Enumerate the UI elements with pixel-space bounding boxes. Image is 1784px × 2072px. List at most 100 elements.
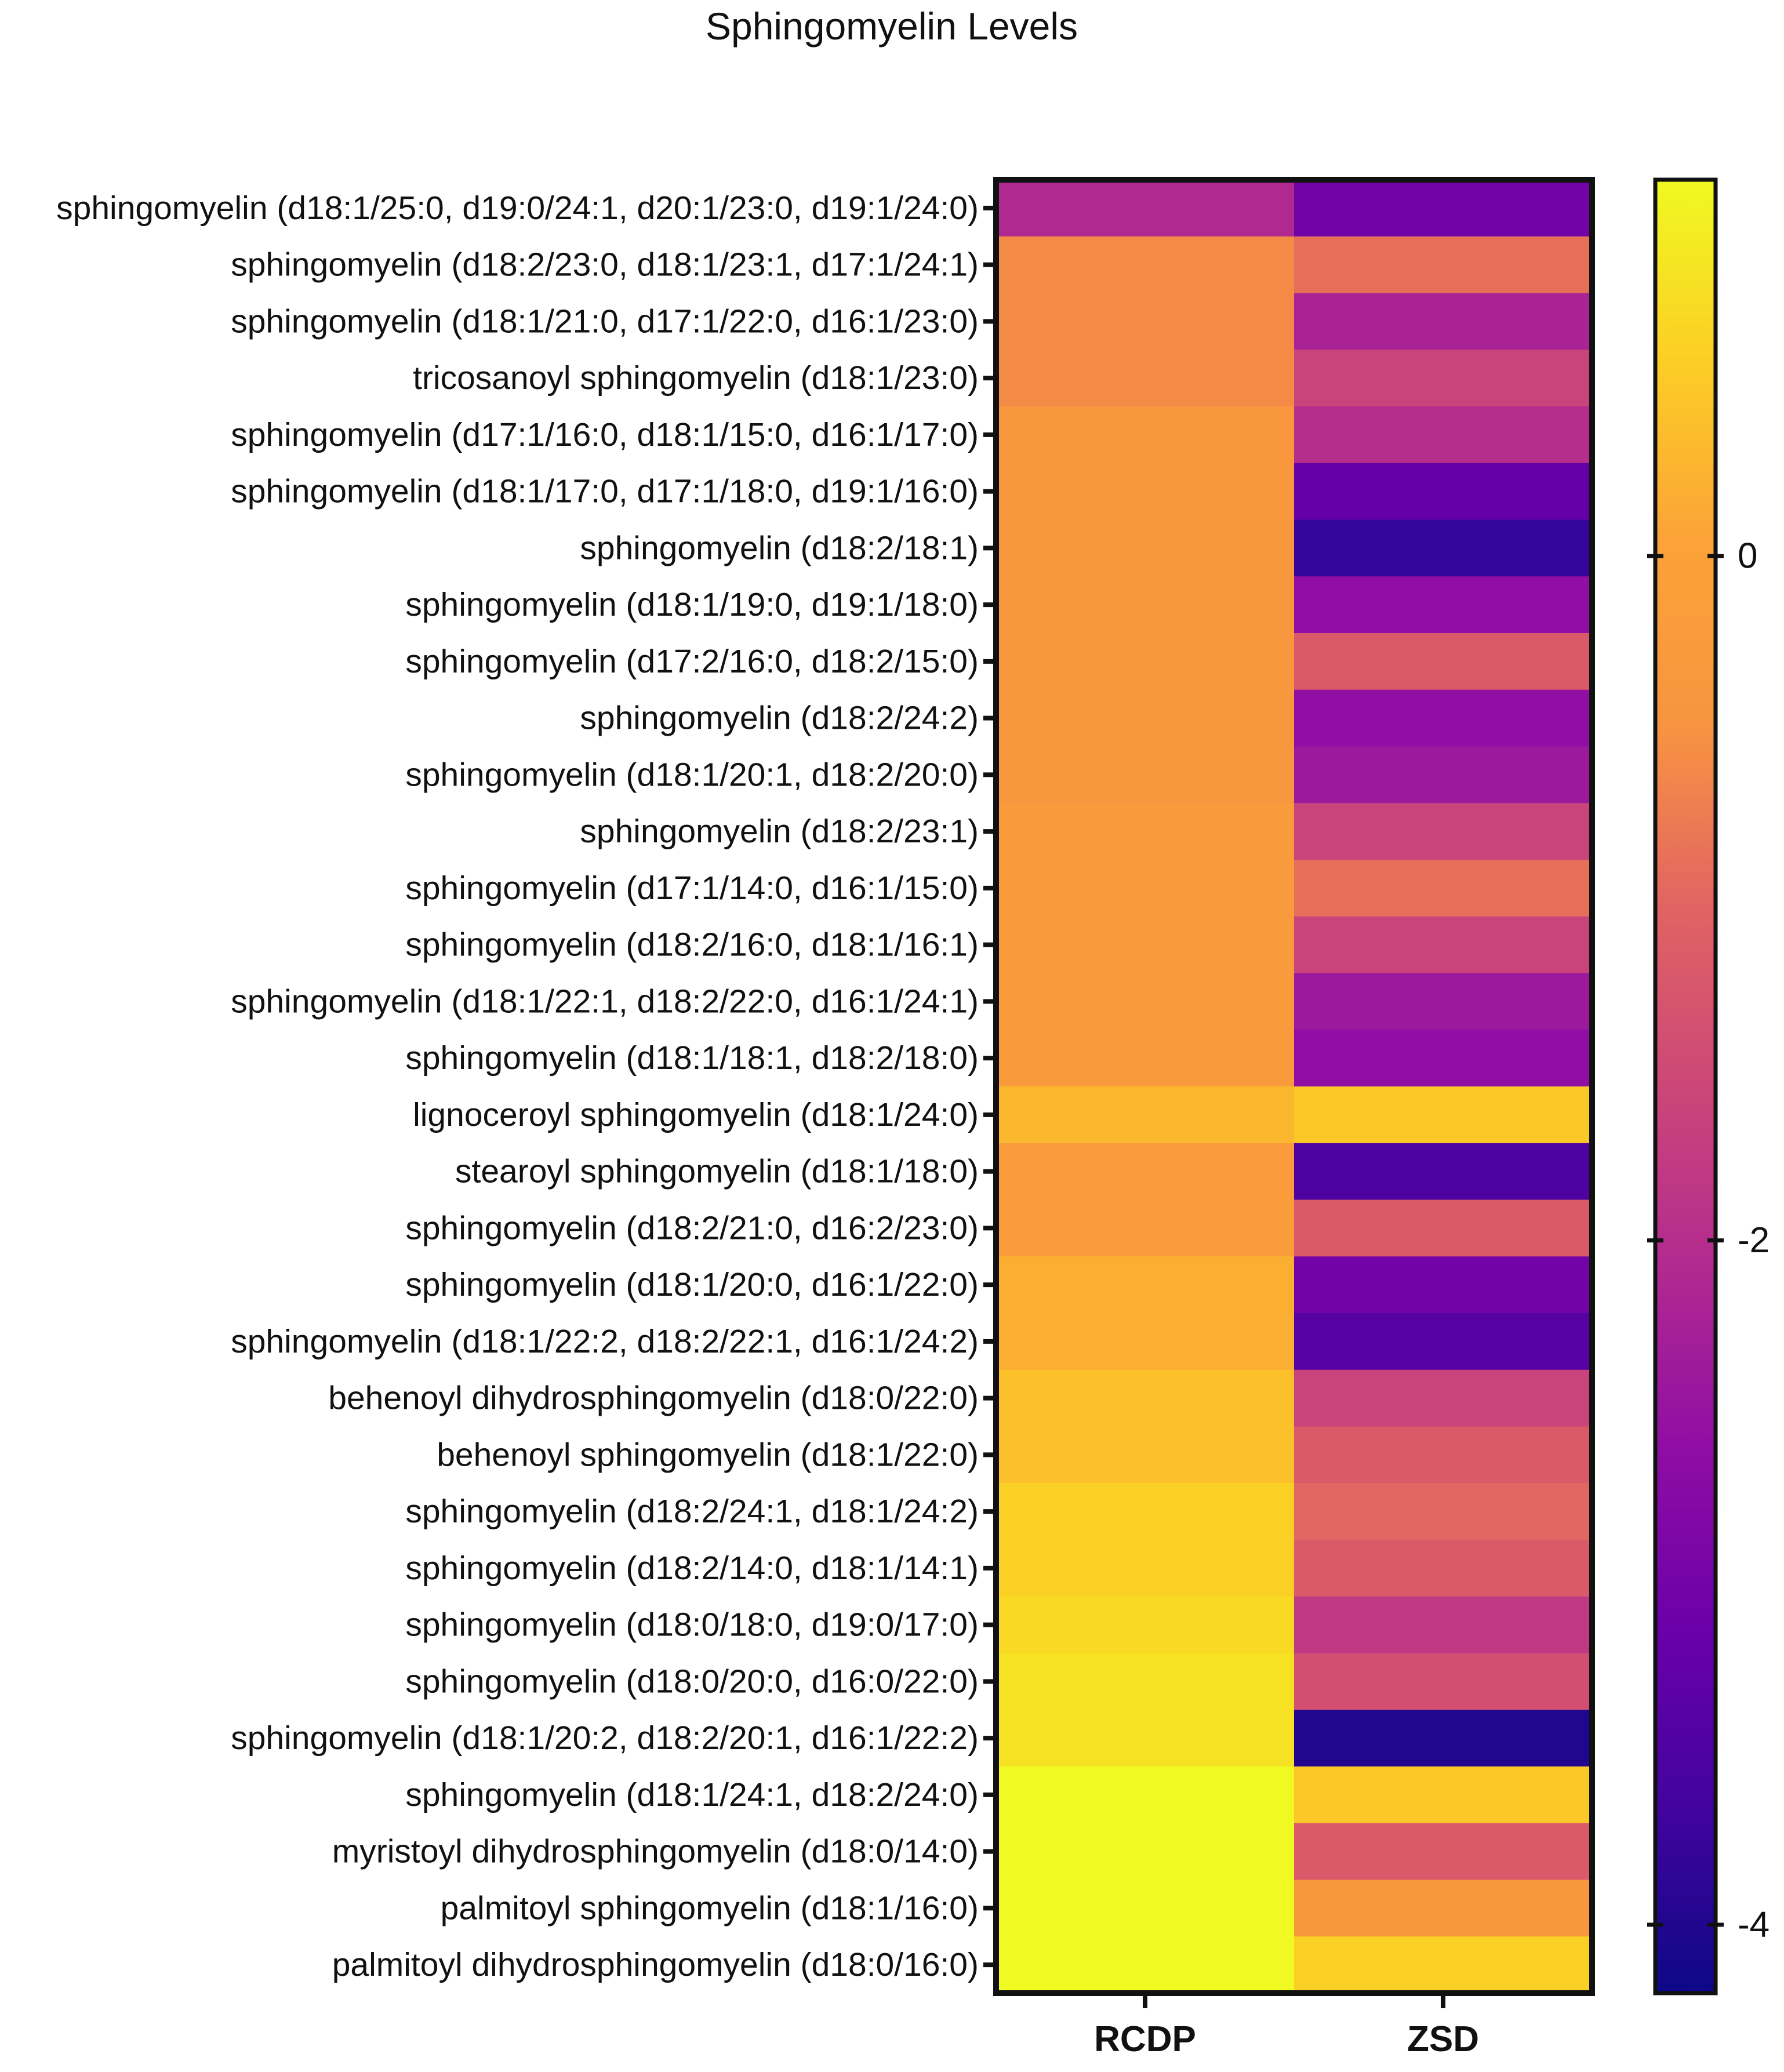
heatmap-cell <box>1294 1256 1593 1314</box>
row-label: sphingomyelin (d18:1/20:2, d18:2/20:1, d… <box>231 1720 979 1757</box>
heatmap-cell <box>1294 1483 1593 1540</box>
heatmap-cell <box>1294 406 1593 464</box>
row-label: sphingomyelin (d18:1/24:1, d18:2/24:0) <box>405 1776 979 1813</box>
row-label: sphingomyelin (d18:1/18:1, d18:2/18:0) <box>405 1039 979 1077</box>
chart-title: Sphingomyelin Levels <box>706 5 1078 48</box>
heatmap-cell <box>996 1936 1295 1994</box>
row-label: behenoyl sphingomyelin (d18:1/22:0) <box>437 1436 979 1473</box>
heatmap-cell <box>1294 350 1593 407</box>
heatmap-cell <box>996 1823 1295 1880</box>
heatmap-cell <box>1294 1823 1593 1880</box>
row-label: sphingomyelin (d17:2/16:0, d18:2/15:0) <box>405 643 979 680</box>
heatmap-cell <box>996 633 1295 690</box>
heatmap-cell <box>1294 1766 1593 1824</box>
heatmap-cell <box>1294 1653 1593 1710</box>
heatmap-cell <box>996 1030 1295 1087</box>
row-label: stearoyl sphingomyelin (d18:1/18:0) <box>455 1153 979 1190</box>
colorbar-tick-label: 0 <box>1738 536 1757 576</box>
heatmap-cell <box>996 803 1295 860</box>
heatmap-cell <box>1294 1030 1593 1087</box>
row-label: sphingomyelin (d18:1/19:0, d19:1/18:0) <box>405 586 979 623</box>
heatmap-cell <box>1294 1143 1593 1200</box>
colorbar <box>1653 177 1718 1995</box>
column-label: ZSD <box>1407 2019 1479 2059</box>
heatmap-cell <box>996 916 1295 973</box>
heatmap-cell <box>996 1540 1295 1597</box>
column-label: RCDP <box>1094 2019 1196 2059</box>
heatmap-cell <box>1294 576 1593 634</box>
heatmap-cell <box>996 350 1295 407</box>
row-label: sphingomyelin (d18:2/23:0, d18:1/23:1, d… <box>231 246 979 283</box>
heatmap-cell <box>1294 860 1593 917</box>
heatmap-cell <box>1294 689 1593 747</box>
heatmap-cell <box>1294 1426 1593 1484</box>
colorbar-tick-label: -4 <box>1738 1904 1770 1944</box>
heatmap-frame <box>993 177 1595 1996</box>
row-label: sphingomyelin (d18:0/20:0, d16:0/22:0) <box>405 1663 979 1700</box>
heatmap-cell <box>1294 1540 1593 1597</box>
row-label: sphingomyelin (d18:1/25:0, d19:0/24:1, d… <box>56 190 979 227</box>
heatmap-cell <box>996 689 1295 747</box>
row-label: sphingomyelin (d18:1/20:1, d18:2/20:0) <box>405 756 979 793</box>
row-label: sphingomyelin (d18:0/18:0, d19:0/17:0) <box>405 1606 979 1644</box>
heatmap-cell <box>996 463 1295 520</box>
heatmap-cell <box>996 1483 1295 1540</box>
heatmap-cell <box>996 1880 1295 1937</box>
heatmap-cell <box>1294 973 1593 1030</box>
heatmap-cell <box>996 519 1295 577</box>
row-label: sphingomyelin (d18:2/24:1, d18:1/24:2) <box>405 1493 979 1530</box>
row-label: behenoyl dihydrosphingomyelin (d18:0/22:… <box>328 1380 979 1417</box>
row-label: sphingomyelin (d18:1/21:0, d17:1/22:0, d… <box>231 303 979 340</box>
colorbar-ticks: 0 -2 -4 <box>1647 536 1770 1944</box>
heatmap-cell <box>996 293 1295 350</box>
heatmap-cell <box>996 1369 1295 1427</box>
heatmap-cell <box>996 973 1295 1030</box>
row-label: sphingomyelin (d17:1/14:0, d16:1/15:0) <box>405 870 979 907</box>
heatmap-cell <box>1294 916 1593 973</box>
colorbar-tick-label: -2 <box>1738 1220 1770 1260</box>
heatmap-cell <box>996 1199 1295 1257</box>
heatmap-cell <box>996 236 1295 293</box>
row-label: sphingomyelin (d18:2/14:0, d18:1/14:1) <box>405 1550 979 1587</box>
heatmap-cell <box>996 1426 1295 1484</box>
row-labels: sphingomyelin (d18:1/25:0, d19:0/24:1, d… <box>56 190 996 1983</box>
heatmap-cell <box>996 1596 1295 1653</box>
heatmap-cell <box>1294 519 1593 577</box>
row-label: sphingomyelin (d17:1/16:0, d18:1/15:0, d… <box>231 416 979 453</box>
heatmap-cell <box>1294 236 1593 293</box>
row-label: sphingomyelin (d18:2/16:0, d18:1/16:1) <box>405 926 979 964</box>
heatmap-cell <box>1294 1369 1593 1427</box>
row-label: sphingomyelin (d18:1/20:0, d16:1/22:0) <box>405 1266 979 1303</box>
row-label: myristoyl dihydrosphingomyelin (d18:0/14… <box>332 1833 979 1870</box>
heatmap-cell <box>996 1086 1295 1144</box>
row-label: sphingomyelin (d18:2/23:1) <box>580 813 979 850</box>
heatmap-cell <box>996 576 1295 634</box>
row-label: lignoceroyl sphingomyelin (d18:1/24:0) <box>413 1096 979 1133</box>
heatmap-cell <box>1294 1880 1593 1937</box>
heatmap-cell <box>1294 293 1593 350</box>
row-label: sphingomyelin (d18:1/17:0, d17:1/18:0, d… <box>231 473 979 510</box>
heatmap-cell <box>1294 1936 1593 1994</box>
heatmap-cell <box>996 1653 1295 1710</box>
heatmap-cell <box>996 1313 1295 1371</box>
heatmap-cell <box>1294 746 1593 804</box>
heatmap-cell <box>996 1710 1295 1767</box>
heatmap-cell <box>996 1766 1295 1824</box>
row-label: sphingomyelin (d18:2/21:0, d16:2/23:0) <box>405 1209 979 1246</box>
heatmap-cell <box>1294 180 1593 237</box>
row-label: palmitoyl sphingomyelin (d18:1/16:0) <box>441 1889 979 1926</box>
heatmap-cell <box>996 860 1295 917</box>
row-label: sphingomyelin (d18:1/22:1, d18:2/22:0, d… <box>231 983 979 1020</box>
row-label: sphingomyelin (d18:2/24:2) <box>580 700 979 737</box>
heatmap-cell <box>996 746 1295 804</box>
heatmap-cells <box>996 180 1593 1994</box>
heatmap-cell <box>1294 1596 1593 1653</box>
column-labels: RCDP ZSD <box>1094 1993 1479 2059</box>
heatmap-cell <box>1294 1710 1593 1767</box>
heatmap-cell <box>996 1256 1295 1314</box>
heatmap-cell <box>1294 1199 1593 1257</box>
heatmap-cell <box>1294 1086 1593 1144</box>
heatmap-cell <box>996 406 1295 464</box>
heatmap-cell <box>1294 1313 1593 1371</box>
